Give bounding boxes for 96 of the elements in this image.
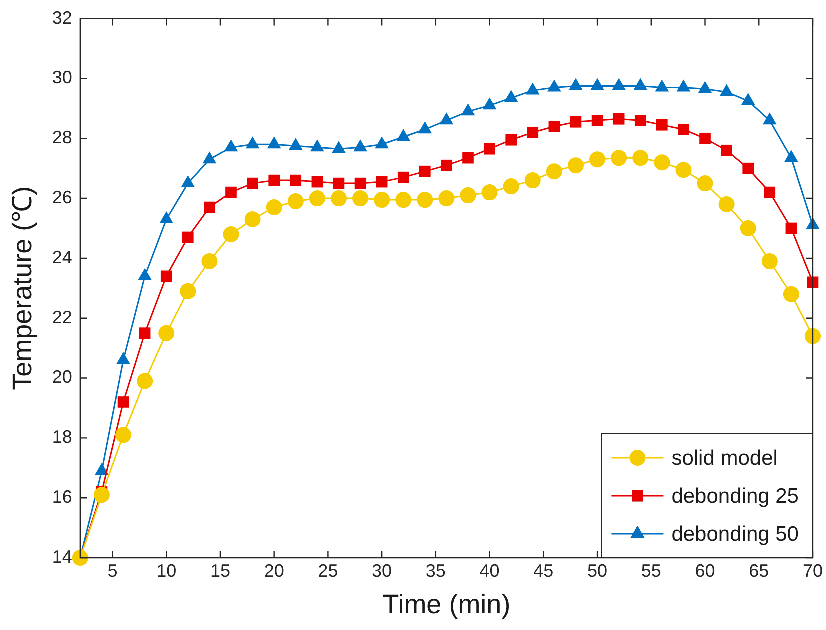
point (226, 186, 237, 198)
point (290, 174, 302, 186)
point (116, 427, 132, 444)
point (268, 174, 280, 186)
point (568, 158, 584, 174)
y-tick-label: 32 (52, 8, 72, 28)
point (783, 286, 800, 302)
point (330, 190, 347, 207)
point (223, 226, 240, 242)
point (676, 162, 692, 178)
point (160, 270, 172, 282)
point (590, 152, 606, 168)
point (527, 126, 539, 138)
x-tick-label: 45 (534, 560, 554, 581)
point (118, 396, 130, 408)
point (180, 283, 196, 300)
point (546, 164, 562, 180)
x-tick-label: 70 (802, 560, 824, 581)
point (700, 132, 711, 144)
y-tick-label: 22 (52, 307, 72, 328)
y-tick-label: 30 (52, 68, 72, 88)
point (570, 116, 582, 128)
point (742, 162, 754, 174)
point (417, 192, 434, 208)
point (484, 143, 496, 155)
point (182, 232, 194, 244)
point (374, 192, 390, 208)
point (398, 172, 410, 184)
x-tick-label: 5 (108, 560, 118, 581)
x-tick-label: 55 (641, 560, 662, 581)
x-tick-label: 65 (749, 560, 770, 581)
point (354, 178, 366, 190)
point (312, 176, 324, 188)
point (721, 144, 732, 156)
point (678, 124, 690, 136)
point (632, 150, 649, 166)
point (762, 253, 778, 270)
y-tick-label: 18 (52, 427, 72, 448)
point (352, 190, 369, 207)
x-tick-label: 50 (588, 560, 608, 581)
y-axis-title: Temperature (℃) (8, 186, 38, 390)
point (764, 186, 776, 198)
point (740, 220, 756, 236)
point (441, 160, 452, 172)
point (137, 373, 154, 390)
point (202, 253, 218, 270)
x-tick-label: 30 (372, 560, 392, 581)
x-tick-label: 25 (318, 560, 338, 581)
point (654, 154, 670, 171)
point (786, 222, 798, 234)
y-tick-label: 26 (52, 188, 72, 208)
point (309, 190, 326, 207)
point (158, 325, 175, 342)
x-tick-label: 60 (695, 560, 716, 581)
point (333, 178, 345, 190)
point (460, 188, 476, 204)
point (697, 176, 714, 192)
legend-label: debonding 50 (672, 522, 799, 546)
point (592, 114, 604, 126)
x-tick-label: 20 (264, 560, 284, 581)
point (718, 196, 735, 213)
point (244, 212, 261, 228)
point (503, 178, 520, 195)
x-tick-label: 10 (156, 560, 177, 581)
x-tick-label: 15 (210, 560, 230, 581)
point (376, 176, 388, 188)
point (266, 200, 282, 216)
point (204, 202, 216, 214)
x-axis-title: Time (min) (382, 589, 511, 620)
y-tick-label: 28 (52, 128, 72, 148)
point (288, 194, 304, 210)
y-tick-label: 24 (52, 247, 72, 268)
legend-label: debonding 25 (672, 484, 799, 508)
point (524, 172, 541, 189)
point (548, 120, 560, 132)
point (72, 550, 88, 566)
point (613, 113, 625, 125)
point (462, 152, 474, 164)
point (94, 487, 110, 504)
point (438, 190, 455, 207)
x-tick-label: 35 (426, 560, 446, 581)
point (804, 328, 821, 344)
point (506, 134, 517, 146)
y-tick-label: 20 (52, 367, 72, 388)
point (656, 119, 668, 131)
point (139, 328, 151, 339)
y-tick-label: 14 (52, 546, 72, 567)
point (482, 184, 498, 201)
point (247, 178, 258, 190)
point (420, 166, 431, 178)
y-tick-label: 16 (52, 487, 72, 508)
x-tick-label: 40 (480, 560, 500, 581)
legend-label: solid model (672, 446, 778, 470)
point (611, 150, 628, 166)
point (634, 114, 646, 126)
point (396, 192, 412, 208)
